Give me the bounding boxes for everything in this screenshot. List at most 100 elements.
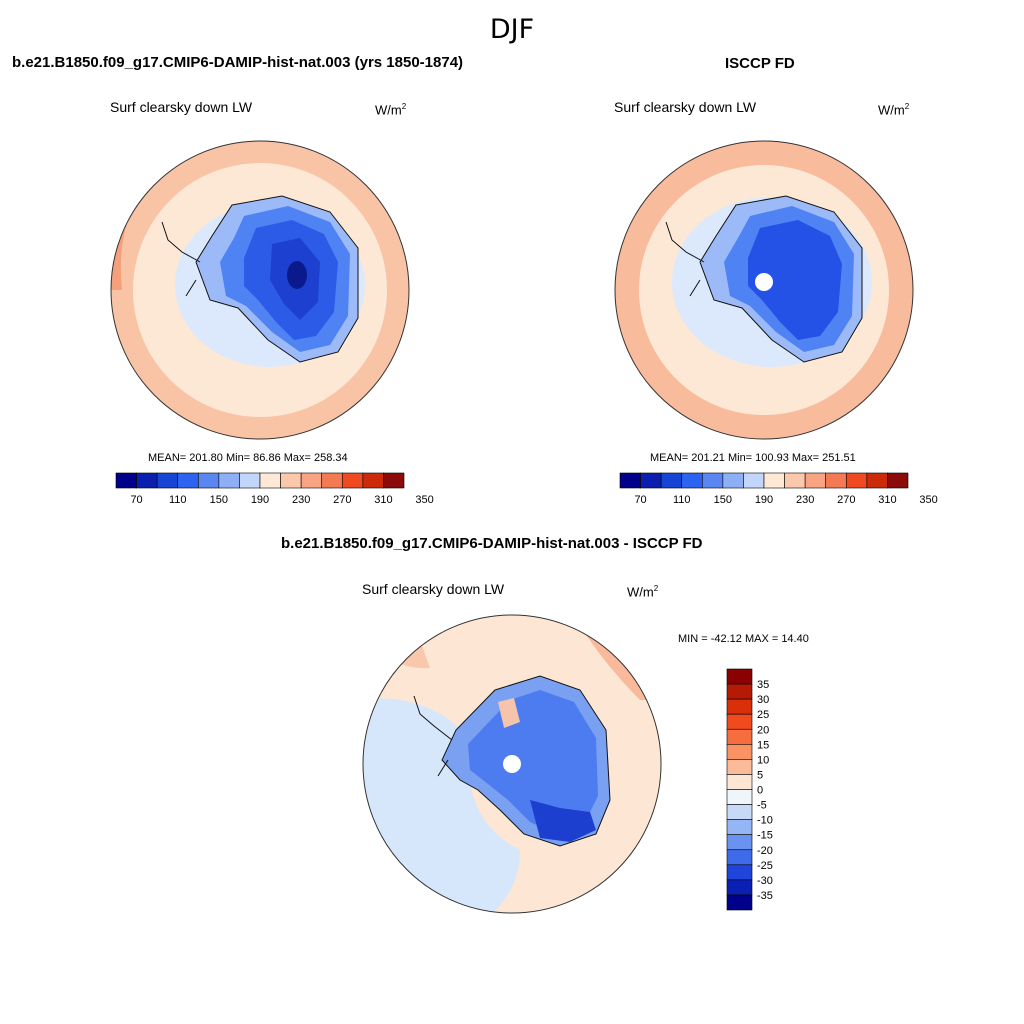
map1-colorbar-box [300,472,323,489]
map3-colorbar-box [726,894,753,911]
map2-colorbar-label: 270 [837,494,855,506]
map2-colorbar-box [887,472,909,489]
map3-pole-hole [503,755,521,773]
map1-colorbar-box [115,472,137,489]
map3-boundary [362,614,662,914]
map2-colorbar-box [640,472,662,489]
map2-colorbar-box [660,472,683,489]
map2-colorbar-box [722,472,744,489]
map2-colorbar-box [784,472,806,489]
map2-colorbar-label: 310 [878,494,896,506]
map3-colorbar-label: -35 [757,890,773,902]
map2-pole-hole [755,273,773,291]
map2-colorbar-box [743,472,765,489]
map3-colorbar-box [726,698,753,715]
map3-colorbar-box [726,728,753,745]
map1-colorbar-label: 230 [292,494,310,506]
map1-colorbar-label: 310 [374,494,392,506]
map3-colorbar-label: 0 [757,785,763,797]
map1-colorbar-box [280,472,302,489]
panel2-units: W/m2 [878,102,910,118]
map1-colorbar-label: 190 [251,494,269,506]
panel2-stats: MEAN= 201.21 Min= 100.93 Max= 251.51 [650,452,856,464]
map3-colorbar-box [726,789,753,805]
map1-colorbar: 70 110 150 190 230 270 310 350 [115,472,434,506]
panel3-stats: MIN = -42.12 MAX = 14.40 [678,633,809,645]
map1-colorbar-box [136,472,158,489]
season-title: DJF [489,14,535,45]
map3-colorbar-box [726,759,753,775]
map2-colorbar-box [825,472,847,489]
map3-colorbar-label: -20 [757,845,773,857]
panel1-title: b.e21.B1850.f09_g17.CMIP6-DAMIP-hist-nat… [12,54,464,71]
map2-colorbar-label: 70 [634,494,646,506]
map2-colorbar-label: 150 [714,494,732,506]
map2-coastline [699,195,863,363]
map1-polar-plot [110,140,410,440]
map3-colorbar: 35 30 25 20 15 10 5 0 -5 -10 -15 -20 -25 -30 -35 [726,668,773,911]
map3-colorbar-box [726,834,753,851]
map3-colorbar-label: 20 [757,724,769,736]
map1-colorbar-box [321,472,343,489]
map3-colorbar-box [726,879,753,896]
map3-colorbar-box [726,864,753,881]
map2-polar-plot [614,140,914,440]
map3-colorbar-label: -10 [757,815,773,827]
panel1-stats: MEAN= 201.80 Min= 86.86 Max= 258.34 [148,452,348,464]
panel2-title: ISCCP FD [725,55,795,72]
map3-polar-plot [362,614,662,914]
map1-colorbar-box [341,472,364,489]
map3-colorbar-label: -5 [757,800,767,812]
map3-colorbar-box [726,683,753,700]
map1-colorbar-box [362,472,384,489]
map2-colorbar-box [701,472,724,489]
map3-colorbar-box [726,849,753,866]
map2-colorbar-box [866,472,888,489]
map1-colorbar-box [156,472,179,489]
map2-colorbar-box [763,472,785,489]
panel3-title: b.e21.B1850.f09_g17.CMIP6-DAMIP-hist-nat… [281,535,703,552]
map2-colorbar-label: 110 [673,494,691,506]
map3-colorbar-label: 15 [757,739,769,751]
map3-colorbar-box [726,819,753,835]
map1-colorbar-label: 350 [415,494,433,506]
map1-colorbar-label: 150 [210,494,228,506]
map3-colorbar-label: 10 [757,754,769,766]
map3-colorbar-label: 35 [757,679,769,691]
map3-colorbar-label: 30 [757,694,769,706]
map3-colorbar-label: -25 [757,860,773,872]
map3-colorbar-box [726,804,753,820]
map3-colorbar-label: 25 [757,709,769,721]
panel1-units: W/m2 [375,102,407,118]
map3-colorbar-box [726,713,753,730]
map1-coastline [195,195,359,363]
map2-colorbar-label: 190 [755,494,773,506]
map3-colorbar-label: 5 [757,769,763,781]
map2-colorbar-label: 350 [919,494,937,506]
map2-colorbar-label: 230 [796,494,814,506]
map1-colorbar-label: 70 [130,494,142,506]
map2-colorbar-box [804,472,827,489]
map3-colorbar-box [726,744,753,760]
map2-plateau [748,220,842,340]
map1-boundary [110,140,410,440]
map2-boundary [614,140,914,440]
map3-colorbar-label: -30 [757,875,773,887]
map1-colorbar-box [197,472,220,489]
map3-positive-spot [498,698,520,728]
map1-colorbar-box [259,472,281,489]
map1-colorbar-box [239,472,261,489]
map1-minimum [287,261,307,289]
map3-colorbar-box [726,668,753,685]
map1-colorbar-box [177,472,199,489]
map3-colorbar-label: -15 [757,830,773,842]
map1-colorbar-label: 270 [333,494,351,506]
panel2-variable-label: Surf clearsky down LW [614,99,757,115]
map2-colorbar-box [681,472,703,489]
map3-colorbar-box [726,774,753,790]
map3-strong-negative [530,800,596,842]
map1-colorbar-label: 110 [169,494,187,506]
panel3-variable-label: Surf clearsky down LW [362,581,505,597]
map2-colorbar-box [619,472,641,489]
